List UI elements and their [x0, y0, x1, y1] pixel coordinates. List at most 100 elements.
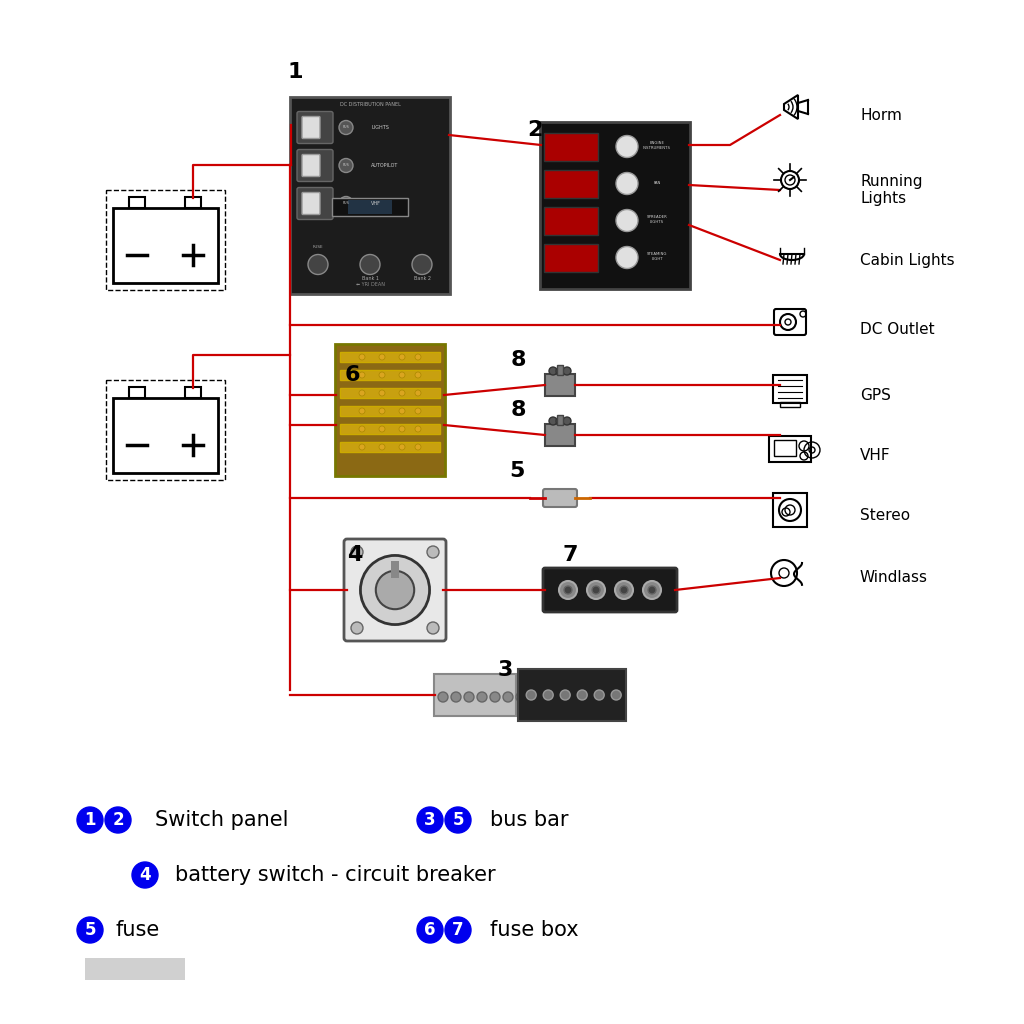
Circle shape	[451, 692, 461, 702]
Circle shape	[549, 367, 557, 375]
Text: AUTOPILOT: AUTOPILOT	[371, 163, 398, 168]
Circle shape	[415, 426, 421, 432]
Text: 7: 7	[562, 545, 578, 565]
Circle shape	[399, 390, 406, 396]
FancyBboxPatch shape	[543, 568, 677, 612]
Text: 5: 5	[453, 811, 464, 829]
FancyBboxPatch shape	[302, 117, 319, 138]
Text: GPS: GPS	[860, 387, 891, 402]
Circle shape	[648, 586, 656, 594]
FancyBboxPatch shape	[340, 352, 440, 362]
Text: 5: 5	[509, 461, 524, 481]
Circle shape	[516, 692, 526, 702]
Text: 1: 1	[288, 62, 303, 82]
FancyBboxPatch shape	[185, 197, 202, 208]
Text: FUSE: FUSE	[312, 246, 324, 250]
Circle shape	[620, 586, 628, 594]
Text: VHF: VHF	[860, 447, 891, 463]
FancyBboxPatch shape	[540, 122, 690, 289]
Text: 4: 4	[347, 545, 362, 565]
Text: 6: 6	[344, 365, 359, 385]
FancyBboxPatch shape	[557, 365, 563, 375]
Text: FUS: FUS	[343, 202, 349, 206]
Text: DC DISTRIBUTION PANEL: DC DISTRIBUTION PANEL	[340, 102, 400, 106]
Text: STEAMING
LIGHT: STEAMING LIGHT	[647, 252, 668, 261]
Text: fuse: fuse	[115, 920, 160, 940]
Circle shape	[379, 444, 385, 450]
Circle shape	[415, 444, 421, 450]
Circle shape	[399, 408, 406, 414]
Text: Running
Lights: Running Lights	[860, 174, 923, 206]
Circle shape	[503, 692, 513, 702]
Circle shape	[359, 426, 365, 432]
FancyBboxPatch shape	[185, 386, 202, 397]
Circle shape	[359, 444, 365, 450]
FancyBboxPatch shape	[544, 207, 598, 234]
Text: 5: 5	[84, 921, 96, 939]
Text: VHF: VHF	[371, 201, 381, 206]
Circle shape	[399, 372, 406, 378]
Text: 8: 8	[510, 350, 525, 370]
FancyBboxPatch shape	[290, 96, 450, 294]
Text: 3: 3	[498, 660, 513, 680]
Circle shape	[445, 918, 471, 943]
Circle shape	[490, 692, 500, 702]
Circle shape	[543, 690, 553, 700]
Circle shape	[359, 354, 365, 360]
Circle shape	[415, 372, 421, 378]
FancyBboxPatch shape	[85, 958, 185, 980]
Text: FUS: FUS	[343, 126, 349, 129]
Circle shape	[427, 546, 439, 558]
Circle shape	[563, 417, 571, 425]
Text: Switch panel: Switch panel	[155, 810, 289, 830]
Text: Cabin Lights: Cabin Lights	[860, 253, 954, 267]
Circle shape	[339, 121, 353, 134]
Circle shape	[351, 546, 362, 558]
Text: 2: 2	[113, 811, 124, 829]
FancyBboxPatch shape	[340, 406, 440, 416]
Circle shape	[526, 690, 537, 700]
Circle shape	[415, 354, 421, 360]
Text: 4: 4	[139, 866, 151, 884]
Text: FUS: FUS	[343, 164, 349, 168]
Circle shape	[376, 570, 414, 609]
Circle shape	[615, 581, 633, 599]
Circle shape	[587, 581, 605, 599]
Text: ENGINE
INSTRUMENTS: ENGINE INSTRUMENTS	[643, 141, 671, 150]
Circle shape	[417, 807, 443, 833]
FancyBboxPatch shape	[340, 370, 440, 380]
Circle shape	[359, 408, 365, 414]
Circle shape	[427, 622, 439, 634]
Circle shape	[616, 172, 638, 195]
FancyBboxPatch shape	[434, 674, 516, 716]
FancyBboxPatch shape	[297, 112, 333, 143]
FancyBboxPatch shape	[332, 198, 408, 216]
Circle shape	[564, 586, 572, 594]
FancyBboxPatch shape	[344, 539, 446, 641]
FancyBboxPatch shape	[544, 244, 598, 271]
Circle shape	[379, 354, 385, 360]
Circle shape	[616, 247, 638, 268]
Text: ⬅ YRI DEAN: ⬅ YRI DEAN	[355, 283, 384, 288]
Circle shape	[379, 372, 385, 378]
Text: battery switch - circuit breaker: battery switch - circuit breaker	[175, 865, 496, 885]
Circle shape	[592, 586, 600, 594]
Text: bus bar: bus bar	[490, 810, 568, 830]
Text: 3: 3	[424, 811, 436, 829]
Text: 8: 8	[510, 400, 525, 420]
FancyBboxPatch shape	[302, 193, 319, 214]
FancyBboxPatch shape	[340, 442, 440, 452]
Circle shape	[559, 581, 577, 599]
Circle shape	[438, 692, 449, 702]
FancyBboxPatch shape	[340, 388, 440, 398]
FancyBboxPatch shape	[543, 489, 577, 507]
FancyBboxPatch shape	[129, 197, 144, 208]
Circle shape	[308, 255, 328, 274]
Circle shape	[563, 367, 571, 375]
Circle shape	[351, 622, 362, 634]
Text: LIGHTS: LIGHTS	[371, 125, 389, 130]
Circle shape	[379, 390, 385, 396]
Text: DC Outlet: DC Outlet	[860, 323, 935, 338]
Circle shape	[379, 408, 385, 414]
Text: 7: 7	[453, 921, 464, 939]
